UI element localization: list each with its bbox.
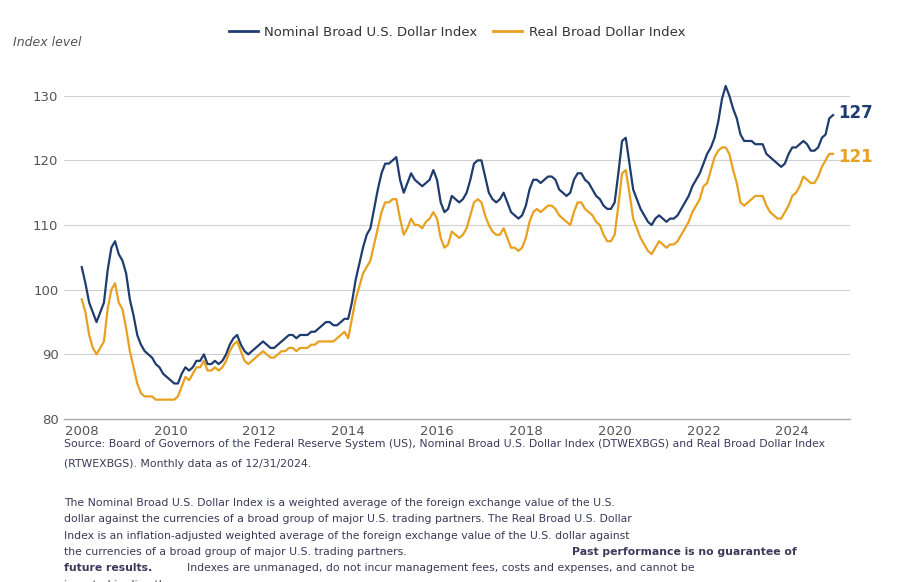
- Text: future results.: future results.: [64, 563, 156, 573]
- Text: invested in directly.: invested in directly.: [64, 580, 170, 582]
- Text: Index is an inflation-adjusted weighted average of the foreign exchange value of: Index is an inflation-adjusted weighted …: [64, 531, 630, 541]
- Text: the currencies of a broad group of major U.S. trading partners.: the currencies of a broad group of major…: [64, 547, 410, 557]
- Text: Index level: Index level: [13, 36, 81, 49]
- Text: Source: Board of Governors of the Federal Reserve System (US), Nominal Broad U.S: Source: Board of Governors of the Federa…: [64, 439, 825, 449]
- Text: 121: 121: [838, 148, 873, 166]
- Text: (RTWEXBGS). Monthly data as of 12/31/2024.: (RTWEXBGS). Monthly data as of 12/31/202…: [64, 459, 311, 469]
- Text: 127: 127: [838, 104, 873, 122]
- Legend: Nominal Broad U.S. Dollar Index, Real Broad Dollar Index: Nominal Broad U.S. Dollar Index, Real Br…: [223, 20, 691, 44]
- Text: dollar against the currencies of a broad group of major U.S. trading partners. T: dollar against the currencies of a broad…: [64, 514, 632, 524]
- Text: Indexes are unmanaged, do not incur management fees, costs and expenses, and can: Indexes are unmanaged, do not incur mana…: [187, 563, 695, 573]
- Text: Past performance is no guarantee of: Past performance is no guarantee of: [572, 547, 797, 557]
- Text: The Nominal Broad U.S. Dollar Index is a weighted average of the foreign exchang: The Nominal Broad U.S. Dollar Index is a…: [64, 498, 615, 508]
